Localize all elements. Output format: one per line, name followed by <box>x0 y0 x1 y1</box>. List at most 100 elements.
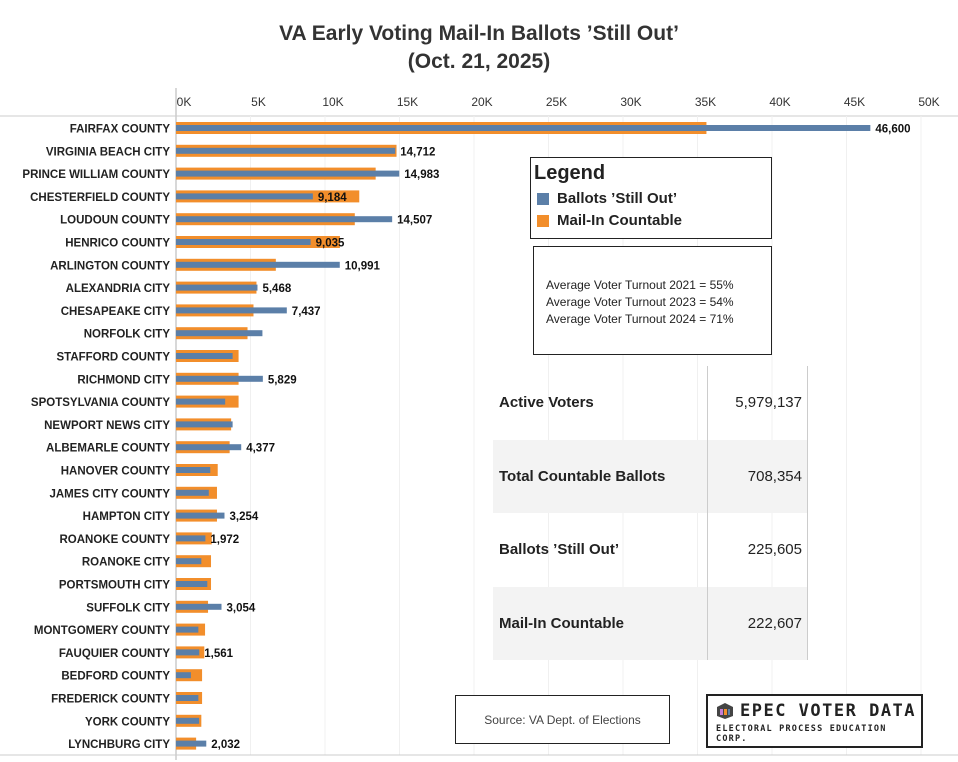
stats-divider <box>707 366 708 660</box>
data-label: 3,054 <box>227 602 256 614</box>
bar-ballots-still-out <box>176 170 400 177</box>
data-label: 2,032 <box>211 739 240 751</box>
bar-ballots-still-out <box>176 695 199 701</box>
legend-title: Legend <box>534 162 606 184</box>
data-label: 14,712 <box>400 146 435 158</box>
category-label: SPOTSYLVANIA COUNTY <box>31 397 170 409</box>
bar-ballots-still-out <box>176 512 225 519</box>
x-tick-label: 10K <box>322 95 343 109</box>
data-label: 14,983 <box>404 169 439 181</box>
chart-subtitle: (Oct. 21, 2025) <box>407 50 551 73</box>
bar-ballots-still-out <box>176 558 202 565</box>
logo: EPEC VOTER DATA ELECTORAL PROCESS EDUCAT… <box>706 694 923 748</box>
x-tick-label: 20K <box>471 95 492 109</box>
bar-ballots-still-out <box>176 398 226 405</box>
bar-ballots-still-out <box>176 284 258 291</box>
category-label: STAFFORD COUNTY <box>56 352 170 364</box>
category-label: HENRICO COUNTY <box>65 238 170 250</box>
category-label: PORTSMOUTH CITY <box>59 580 170 592</box>
stats-label: Active Voters <box>499 394 594 412</box>
bar-ballots-still-out <box>176 239 311 245</box>
turnout-2021: Average Voter Turnout 2021 = 55% <box>546 278 734 292</box>
category-label: LYNCHBURG CITY <box>68 739 170 751</box>
data-label: 5,468 <box>262 283 291 295</box>
category-label: RICHMOND CITY <box>77 374 170 386</box>
category-label: FREDERICK COUNTY <box>51 694 170 706</box>
legend-swatch-blue <box>537 192 549 205</box>
bar-ballots-still-out <box>176 626 199 633</box>
legend: Legend Ballots ’Still Out’ Mail-In Count… <box>530 157 772 239</box>
category-label: HAMPTON CITY <box>83 511 171 523</box>
category-label: LOUDOUN COUNTY <box>60 215 170 227</box>
bar-ballots-still-out <box>176 353 233 359</box>
bar-ballots-still-out <box>176 421 233 428</box>
x-tick-label: 0K <box>177 95 192 109</box>
legend-label: Mail-In Countable <box>557 212 682 229</box>
stats-label: Total Countable Ballots <box>499 467 666 485</box>
data-label: 9,184 <box>318 192 347 204</box>
legend-swatch-orange <box>537 214 549 227</box>
data-label: 9,035 <box>316 238 345 250</box>
chart-title: VA Early Voting Mail-In Ballots ’Still O… <box>279 22 679 45</box>
bar-ballots-still-out <box>176 467 211 473</box>
data-label: 5,829 <box>268 374 297 386</box>
data-label: 4,377 <box>246 443 275 455</box>
turnout-box: Average Voter Turnout 2021 = 55% Average… <box>533 246 772 355</box>
legend-label: Ballots ’Still Out’ <box>557 190 678 207</box>
x-tick-label: 15K <box>397 95 418 109</box>
x-tick-label: 40K <box>769 95 790 109</box>
data-label: 1,561 <box>204 648 233 660</box>
stats-table: Active Voters 5,979,137 Total Countable … <box>493 366 808 660</box>
data-label: 14,507 <box>397 215 432 227</box>
category-label: YORK COUNTY <box>85 716 170 728</box>
turnout-2023: Average Voter Turnout 2023 = 54% <box>546 295 734 309</box>
ballot-box-icon <box>717 703 733 719</box>
source-note: Source: VA Dept. of Elections <box>455 695 670 744</box>
category-label: ROANOKE CITY <box>82 557 171 569</box>
turnout-2024: Average Voter Turnout 2024 = 71% <box>546 312 734 326</box>
source-text: Source: VA Dept. of Elections <box>484 712 641 727</box>
bar-ballots-still-out <box>176 330 263 337</box>
stats-value: 225,605 <box>747 541 802 559</box>
category-label: FAIRFAX COUNTY <box>70 124 171 136</box>
category-label: ALBEMARLE COUNTY <box>46 443 170 455</box>
bar-ballots-still-out <box>176 261 340 268</box>
category-label: ALEXANDRIA CITY <box>66 283 171 295</box>
bar-ballots-still-out <box>176 193 313 200</box>
stats-value: 5,979,137 <box>735 394 802 412</box>
bar-ballots-still-out <box>176 444 242 451</box>
stats-value: 222,607 <box>747 614 802 632</box>
bar-ballots-still-out <box>176 535 206 542</box>
x-tick-label: 5K <box>251 95 266 109</box>
logo-title: EPEC VOTER DATA <box>716 701 916 721</box>
stats-label: Ballots ’Still Out’ <box>499 541 620 559</box>
category-label: HANOVER COUNTY <box>61 466 171 478</box>
category-label: CHESAPEAKE CITY <box>61 306 171 318</box>
category-label: SUFFOLK CITY <box>86 602 170 614</box>
category-label: CHESTERFIELD COUNTY <box>30 192 170 204</box>
data-label: 3,254 <box>229 511 258 523</box>
category-label: JAMES CITY COUNTY <box>49 488 170 500</box>
stats-row: Ballots ’Still Out’ 225,605 <box>493 513 807 587</box>
bar-ballots-still-out <box>176 216 393 223</box>
stats-value: 708,354 <box>747 467 802 485</box>
category-label: BEDFORD COUNTY <box>61 671 170 683</box>
bar-ballots-still-out <box>176 375 263 382</box>
bar-ballots-still-out <box>176 147 396 154</box>
category-label: MONTGOMERY COUNTY <box>34 625 170 637</box>
x-tick-label: 25K <box>546 95 567 109</box>
bar-ballots-still-out <box>176 489 209 496</box>
data-label: 1,972 <box>210 534 239 546</box>
stats-row: Active Voters 5,979,137 <box>493 366 807 440</box>
data-label: 7,437 <box>292 306 321 318</box>
x-tick-label: 35K <box>695 95 716 109</box>
legend-item-still-out: Ballots ’Still Out’ <box>537 190 677 207</box>
data-label: 10,991 <box>345 260 381 272</box>
bar-ballots-still-out <box>176 740 207 747</box>
x-tick-label: 45K <box>844 95 865 109</box>
stats-label: Mail-In Countable <box>499 614 624 632</box>
bar-ballots-still-out <box>176 603 222 610</box>
bar-ballots-still-out <box>176 581 208 587</box>
bar-ballots-still-out <box>176 717 200 724</box>
